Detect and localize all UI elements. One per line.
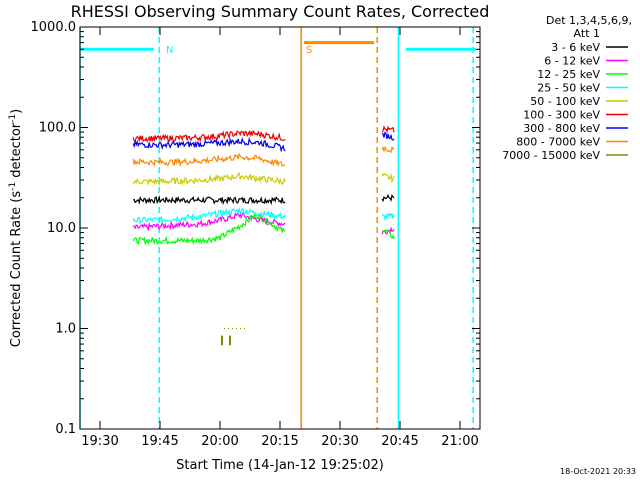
y-tick-label-1: 1.0 [55,322,76,337]
legend-label-7: 800 - 7000 keV [516,136,600,149]
series-25-50-seg-2 [381,212,395,222]
series-12-25-seg-2 [382,228,395,240]
x-tick-label-4: 20:30 [321,434,358,449]
series-300-800-seg-1 [132,136,286,153]
series-100-300-seg-1 [132,130,286,144]
legend-label-1: 6 - 12 keV [544,55,600,68]
legend-header-1: Det 1,3,4,5,6,9, [546,14,632,27]
series-300-800-seg-2 [381,131,395,141]
y-tick-label-2: 10.0 [47,221,76,236]
legend-label-6: 300 - 800 keV [523,122,600,135]
legend-label-2: 12 - 25 keV [537,68,600,81]
series-6-12-seg-1 [132,211,286,232]
legend-header-2: Att 1 [574,27,600,40]
series-3-6-seg-2 [381,193,395,203]
annotation-n: N [166,45,173,56]
series-800-7000-seg-2 [381,145,395,154]
x-tick-label-0: 19:30 [81,434,118,449]
annotation-s: S [306,45,312,56]
chart-title: RHESSI Observing Summary Count Rates, Co… [71,2,490,21]
legend-label-0: 3 - 6 keV [551,41,600,54]
y-tick-label-4: 1000.0 [31,20,77,35]
legend-label-5: 100 - 300 keV [523,109,600,122]
x-tick-label-3: 20:15 [261,434,298,449]
legend-label-3: 25 - 50 keV [537,82,600,95]
series-50-100-seg-2 [381,172,395,184]
x-tick-label-5: 20:45 [381,434,418,449]
x-tick-label-2: 20:00 [201,434,238,449]
legend-label-8: 7000 - 15000 keV [502,149,600,162]
x-tick-label-6: 21:00 [441,434,478,449]
y-axis-label: Corrected Count Rate (s-1 detector-1) [8,109,24,347]
series-100-300-seg-2 [381,125,395,134]
x-tick-label-1: 19:45 [141,434,178,449]
series-50-100-seg-1 [132,172,286,187]
series-800-7000-seg-1 [132,152,286,168]
series-25-50-seg-1 [132,206,286,226]
y-tick-label-3: 100.0 [39,121,76,136]
y-tick-label-0: 0.1 [55,422,76,437]
timestamp: 18-Oct-2021 20:33 [560,467,636,476]
x-axis-label: Start Time (14-Jan-12 19:25:02) [176,458,384,473]
legend-label-4: 50 - 100 keV [530,95,600,108]
series-3-6-seg-1 [132,195,286,206]
